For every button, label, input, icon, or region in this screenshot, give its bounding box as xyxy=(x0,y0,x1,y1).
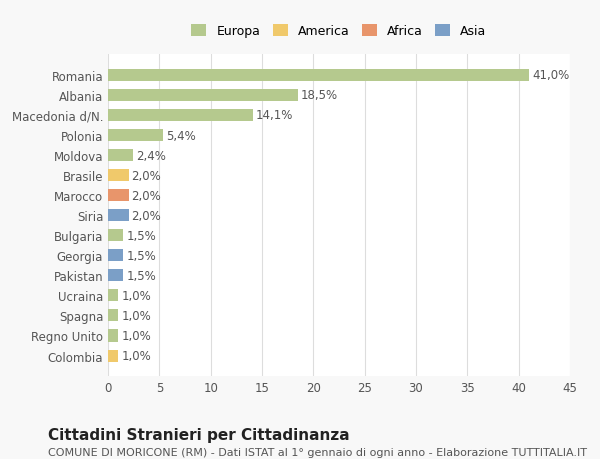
Bar xyxy=(108,170,128,182)
Bar xyxy=(108,230,124,242)
Text: 1,0%: 1,0% xyxy=(121,329,151,342)
Text: 1,0%: 1,0% xyxy=(121,289,151,302)
Bar xyxy=(108,130,163,142)
Text: 41,0%: 41,0% xyxy=(532,69,569,82)
Bar xyxy=(108,150,133,162)
Bar xyxy=(108,350,118,362)
Text: 1,0%: 1,0% xyxy=(121,309,151,322)
Bar xyxy=(108,70,529,82)
Legend: Europa, America, Africa, Asia: Europa, America, Africa, Asia xyxy=(187,20,491,43)
Text: 18,5%: 18,5% xyxy=(301,89,338,102)
Text: 1,0%: 1,0% xyxy=(121,349,151,362)
Text: 5,4%: 5,4% xyxy=(167,129,196,142)
Text: 2,0%: 2,0% xyxy=(131,209,161,222)
Bar xyxy=(108,330,118,342)
Text: 14,1%: 14,1% xyxy=(256,109,293,122)
Text: 2,0%: 2,0% xyxy=(131,169,161,182)
Text: 1,5%: 1,5% xyxy=(127,229,156,242)
Bar xyxy=(108,110,253,122)
Bar xyxy=(108,190,128,202)
Text: COMUNE DI MORICONE (RM) - Dati ISTAT al 1° gennaio di ogni anno - Elaborazione T: COMUNE DI MORICONE (RM) - Dati ISTAT al … xyxy=(48,448,587,458)
Bar xyxy=(108,90,298,102)
Text: 1,5%: 1,5% xyxy=(127,249,156,262)
Text: 2,4%: 2,4% xyxy=(136,149,166,162)
Text: Cittadini Stranieri per Cittadinanza: Cittadini Stranieri per Cittadinanza xyxy=(48,427,350,442)
Bar xyxy=(108,210,128,222)
Bar xyxy=(108,250,124,262)
Bar xyxy=(108,310,118,322)
Bar xyxy=(108,270,124,282)
Text: 1,5%: 1,5% xyxy=(127,269,156,282)
Text: 2,0%: 2,0% xyxy=(131,189,161,202)
Bar xyxy=(108,290,118,302)
